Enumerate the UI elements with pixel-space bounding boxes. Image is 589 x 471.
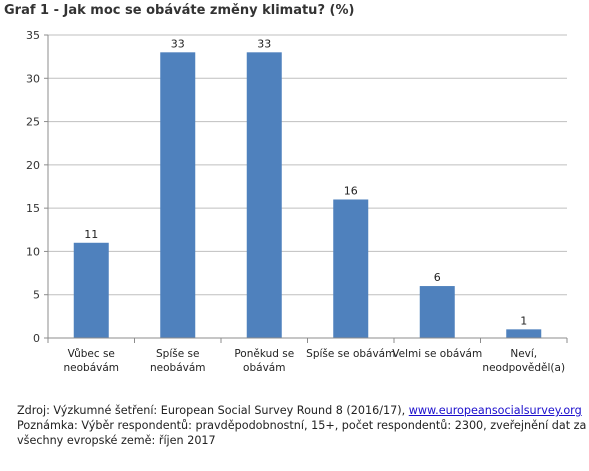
bars: [73, 52, 542, 339]
x-tick-label-3: Spíše se obávám: [306, 348, 395, 360]
y-tick-label: 0: [33, 332, 40, 345]
x-tick-label-0: neobávám: [63, 362, 119, 374]
x-tick-label-4: Velmi se obávám: [392, 348, 482, 360]
x-tick-label-2: Poněkud se: [234, 348, 294, 360]
bar-2: [246, 52, 282, 339]
bar-chart: 11 33 33 16 6 1 0 5 10 15 20 25 30 35 Vůbec se neobáv…: [26, 29, 568, 374]
data-label-2: 33: [257, 37, 271, 50]
bar-1: [160, 52, 196, 339]
data-label-5: 1: [520, 314, 527, 327]
y-tick-label: 30: [26, 72, 40, 85]
note-line-1: Poznámka: Výběr respondentů: pravděpodob…: [17, 419, 587, 432]
y-tick-label: 5: [33, 289, 40, 302]
y-tick-label: 35: [26, 29, 40, 42]
y-tick-label: 10: [26, 245, 40, 258]
chart-title: Graf 1 - Jak moc se obáváte změny klimat…: [4, 3, 355, 18]
bar-5: [506, 329, 542, 338]
y-tick-labels: 0 5 10 15 20 25 30 35: [26, 29, 40, 345]
data-label-4: 6: [434, 271, 441, 284]
x-tick-label-1: neobávám: [150, 362, 206, 374]
axes: [44, 34, 568, 343]
data-labels: 11 33 33 16 6 1: [84, 37, 527, 327]
x-tick-label-5: Neví,: [510, 348, 537, 360]
bar-3: [333, 199, 369, 338]
note-line-2: všechny evropské země: říjen 2017: [17, 434, 216, 447]
data-label-0: 11: [84, 228, 98, 241]
y-tick-label: 15: [26, 202, 40, 215]
x-tick-label-5: neodpověděl(a): [482, 362, 565, 374]
y-tick-label: 25: [26, 116, 40, 129]
data-label-3: 16: [344, 184, 358, 197]
grid-lines: [48, 34, 567, 296]
data-label-1: 33: [171, 37, 185, 50]
source-line: Zdroj: Výzkumné šetření: European Social…: [17, 403, 585, 418]
x-tick-label-2: obávám: [243, 362, 285, 374]
x-tick-label-0: Vůbec se: [68, 348, 115, 360]
y-tick-label: 20: [26, 159, 40, 172]
chart-notes: Zdroj: Výzkumné šetření: European Social…: [17, 403, 587, 448]
source-link[interactable]: www.europeansocialsurvey.org: [408, 404, 582, 417]
x-tick-label-1: Spíše se: [156, 348, 199, 360]
x-tick-labels: Vůbec se neobávám Spíše se neobávám Poněkud …: [63, 348, 565, 374]
source-text: Zdroj: Výzkumné šetření: European Social…: [17, 404, 409, 417]
bar-4: [419, 286, 455, 338]
bar-0: [73, 242, 109, 338]
